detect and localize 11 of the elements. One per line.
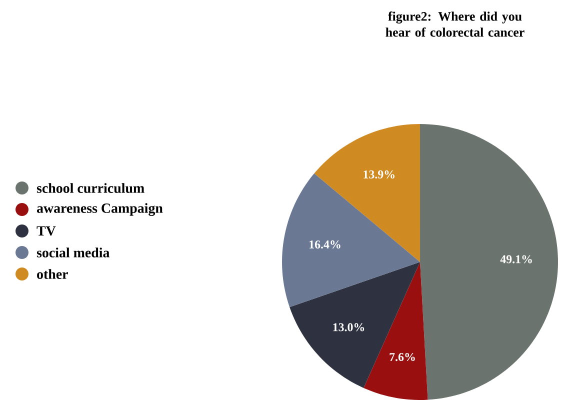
data-label: 16.4% bbox=[310, 240, 340, 249]
data-label: 49.1% bbox=[500, 255, 532, 264]
legend-label: awareness Campaign bbox=[36, 203, 163, 216]
legend-label: TV bbox=[36, 226, 56, 236]
data-label: 13.9% bbox=[364, 170, 394, 179]
chart-title: figure2: Where did you hear of colorectal cancer bbox=[386, 12, 524, 37]
legend-label: school curriculum bbox=[36, 183, 144, 193]
data-label: 13.0% bbox=[333, 323, 364, 332]
legend-label: social media bbox=[36, 248, 110, 258]
data-label: 7.6% bbox=[390, 352, 415, 362]
legend-label: other bbox=[37, 269, 68, 279]
